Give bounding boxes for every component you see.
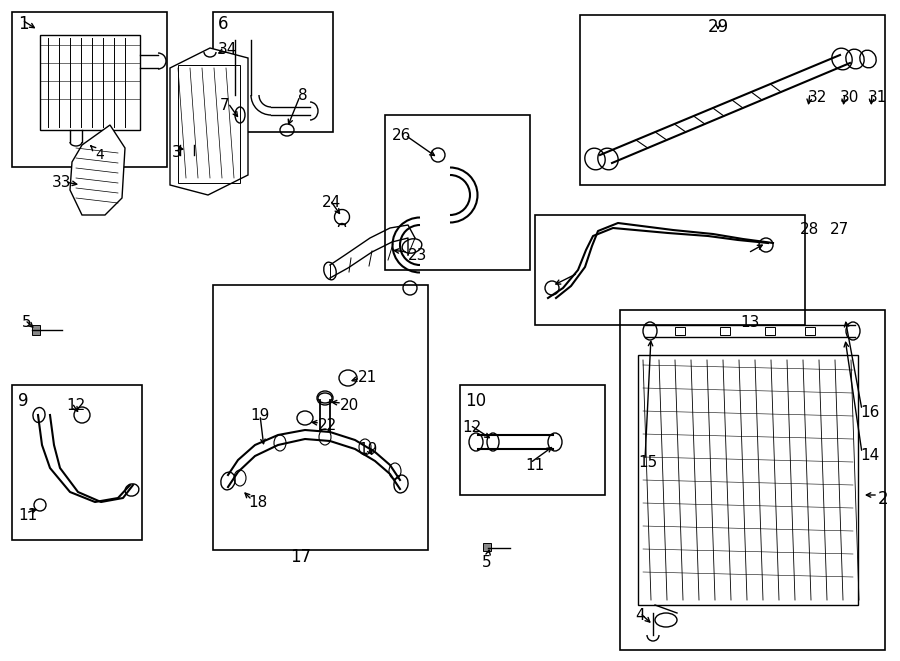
Text: 9: 9 xyxy=(18,392,29,410)
Text: 7: 7 xyxy=(220,98,230,113)
Text: 3: 3 xyxy=(172,145,182,160)
Bar xyxy=(580,15,885,185)
Bar xyxy=(385,115,530,270)
Text: 28: 28 xyxy=(800,222,819,237)
Text: 20: 20 xyxy=(340,398,359,413)
Text: 5: 5 xyxy=(482,555,491,570)
Bar xyxy=(213,12,333,132)
Text: 5: 5 xyxy=(22,315,32,330)
Text: 6: 6 xyxy=(218,15,229,33)
Bar xyxy=(483,543,491,551)
Text: 1: 1 xyxy=(18,15,29,33)
Text: 32: 32 xyxy=(808,90,827,105)
Text: 21: 21 xyxy=(358,370,377,385)
Text: 15: 15 xyxy=(638,455,657,470)
Polygon shape xyxy=(70,125,125,215)
Bar xyxy=(12,385,142,540)
Bar xyxy=(32,325,40,335)
Text: 33: 33 xyxy=(52,175,71,190)
Text: 14: 14 xyxy=(860,448,879,463)
Text: 23: 23 xyxy=(408,248,427,263)
Text: 16: 16 xyxy=(860,405,879,420)
Polygon shape xyxy=(170,48,248,195)
Bar xyxy=(675,327,685,335)
Text: 10: 10 xyxy=(465,392,486,410)
Text: 11: 11 xyxy=(525,458,544,473)
Text: 30: 30 xyxy=(840,90,860,105)
Bar xyxy=(620,310,885,650)
Text: 26: 26 xyxy=(392,128,411,143)
Text: 34: 34 xyxy=(218,42,238,57)
Text: 8: 8 xyxy=(298,88,308,103)
Text: 4: 4 xyxy=(95,148,104,162)
Text: 12: 12 xyxy=(462,420,482,435)
Bar xyxy=(638,355,858,605)
Text: 12: 12 xyxy=(66,398,86,413)
Bar xyxy=(805,327,815,335)
Text: 29: 29 xyxy=(707,18,729,36)
Text: 27: 27 xyxy=(830,222,850,237)
Text: 4: 4 xyxy=(635,608,644,623)
Bar xyxy=(213,285,428,550)
Text: 24: 24 xyxy=(322,195,341,210)
Text: 2: 2 xyxy=(878,490,888,508)
Text: 22: 22 xyxy=(318,418,338,433)
Text: 19: 19 xyxy=(358,442,377,457)
Bar xyxy=(178,65,240,183)
Text: 31: 31 xyxy=(868,90,887,105)
Text: 17: 17 xyxy=(290,548,311,566)
Bar xyxy=(765,327,775,335)
Text: 11: 11 xyxy=(18,508,37,523)
Bar xyxy=(720,327,730,335)
Polygon shape xyxy=(40,35,140,130)
Bar xyxy=(12,12,167,167)
Text: 13: 13 xyxy=(740,315,760,330)
Bar xyxy=(460,385,605,495)
Bar xyxy=(535,215,805,325)
Text: 19: 19 xyxy=(250,408,269,423)
Text: 18: 18 xyxy=(248,495,267,510)
